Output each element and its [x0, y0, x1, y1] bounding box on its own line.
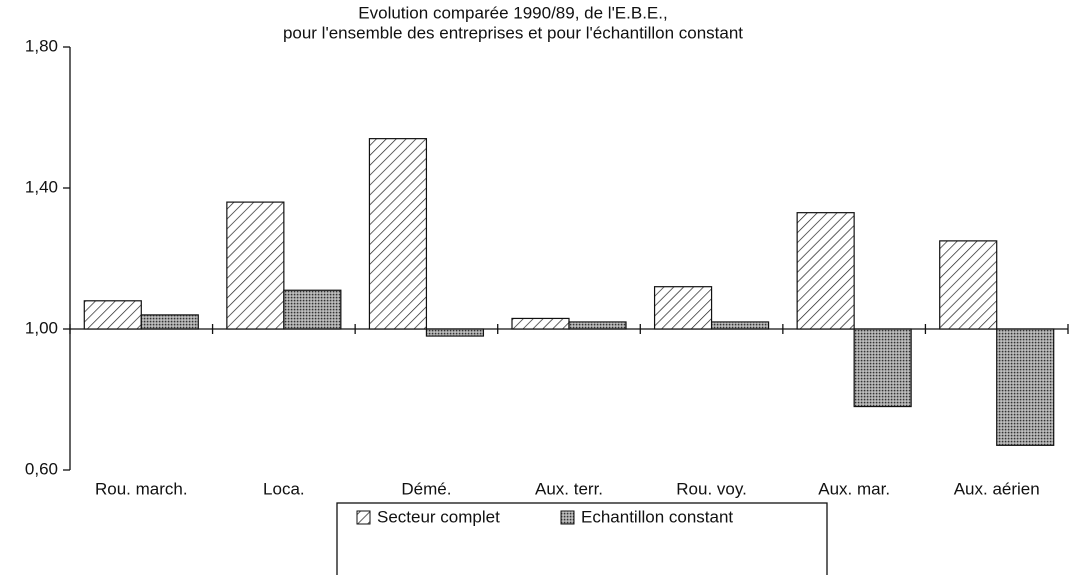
legend-label: Echantillon constant	[581, 507, 733, 526]
bar	[226, 201, 285, 330]
y-tick-label: 0,60	[25, 459, 58, 478]
bar	[996, 328, 1055, 446]
bar	[568, 321, 627, 330]
x-tick-label: Aux. terr.	[535, 479, 603, 498]
bar	[368, 138, 428, 330]
y-tick-label: 1,80	[25, 36, 58, 55]
chart-title: pour l'ensemble des entreprises et pour …	[283, 23, 743, 42]
bar	[653, 286, 713, 330]
bar	[83, 300, 142, 330]
x-tick-label: Rou. march.	[95, 479, 188, 498]
x-tick-label: Aux. aérien	[954, 479, 1040, 498]
bar	[710, 321, 770, 330]
x-tick-label: Rou. voy.	[676, 479, 747, 498]
chart-title: Evolution comparée 1990/89, de l'E.B.E.,	[358, 3, 667, 22]
bar	[425, 328, 485, 337]
x-tick-label: Démé.	[401, 479, 451, 498]
x-tick-label: Aux. mar.	[818, 479, 890, 498]
bar	[939, 240, 998, 330]
y-tick-label: 1,40	[25, 177, 58, 196]
legend-label: Secteur complet	[377, 507, 500, 526]
bar	[140, 314, 199, 330]
y-tick-label: 1,00	[25, 318, 58, 337]
legend-box	[336, 502, 828, 575]
x-tick-label: Loca.	[263, 479, 305, 498]
legend-swatch	[560, 510, 575, 525]
bar	[511, 317, 570, 330]
bar	[796, 212, 855, 330]
bar	[283, 289, 342, 330]
bar	[853, 328, 912, 408]
legend-swatch	[356, 510, 371, 525]
